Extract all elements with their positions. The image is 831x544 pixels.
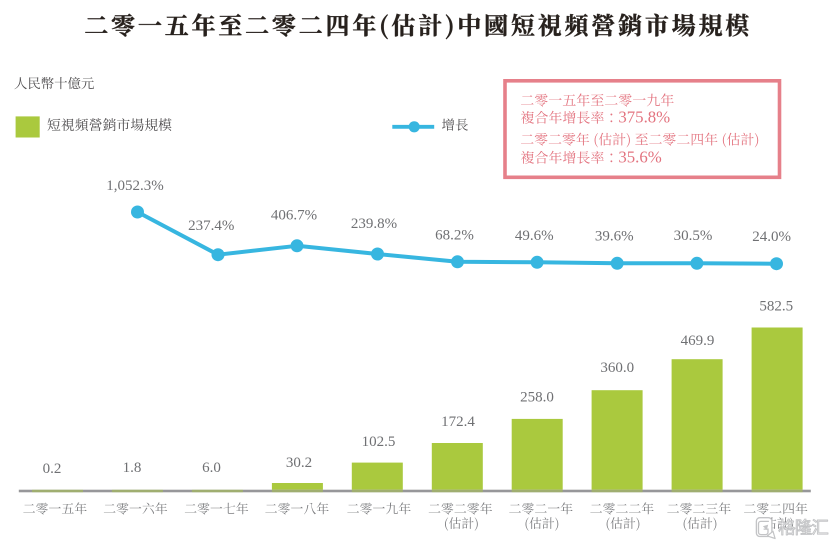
svg-text:406.7%: 406.7% [271,208,317,224]
svg-text:258.0: 258.0 [520,390,554,406]
svg-text:1.8: 1.8 [123,460,142,476]
svg-text:39.6%: 39.6% [595,228,634,244]
svg-text:102.5: 102.5 [362,434,396,450]
svg-text:0.2: 0.2 [43,461,62,477]
svg-text:469.9: 469.9 [681,333,715,349]
svg-text:49.6%: 49.6% [515,228,554,244]
svg-text:68.2%: 68.2% [435,227,474,243]
svg-text:172.4: 172.4 [441,414,475,430]
svg-text:360.0: 360.0 [600,360,634,376]
svg-text:24.0%: 24.0% [752,229,791,245]
svg-text:239.8%: 239.8% [351,216,397,232]
svg-text:375.8%: 375.8% [618,108,670,127]
svg-text:35.6%: 35.6% [618,148,661,167]
svg-text:1,052.3%: 1,052.3% [106,178,164,194]
svg-text:582.5: 582.5 [759,299,793,315]
svg-text:6.0: 6.0 [202,460,221,476]
svg-text:30.2: 30.2 [286,455,312,471]
svg-text:30.5%: 30.5% [674,228,713,244]
svg-text:237.4%: 237.4% [188,218,234,234]
